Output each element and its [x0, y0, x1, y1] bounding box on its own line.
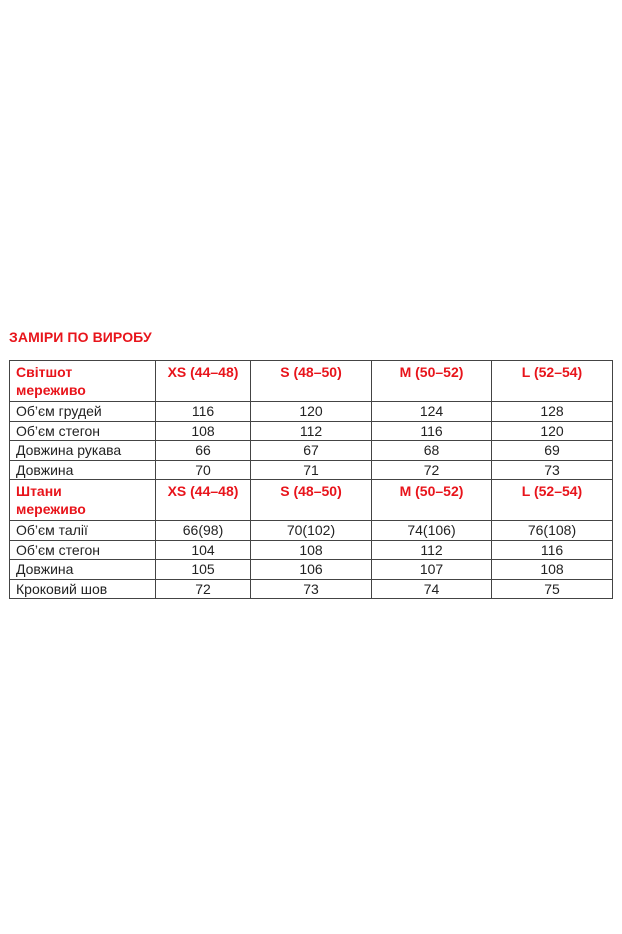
size-header: S (48–50): [250, 360, 372, 402]
product-name-line1: Світшот: [16, 364, 73, 380]
size-header: L (52–54): [491, 479, 613, 521]
measurement-value: 128: [491, 401, 613, 422]
measurement-value: 105: [155, 559, 251, 580]
measurement-value: 106: [250, 559, 372, 580]
measurement-value: 116: [371, 420, 492, 441]
size-header: M (50–52): [371, 360, 492, 402]
measurement-value: 120: [250, 401, 372, 422]
table-row: Об’єм стегон 104 108 112 116: [9, 539, 613, 560]
measurement-label: Довжина рукава: [9, 440, 156, 461]
product-name: Штани мереживо: [9, 479, 156, 521]
size-table: Світшот мереживо XS (44–48) S (48–50) M (50–…: [9, 360, 613, 599]
measurement-value: 69: [491, 440, 613, 461]
measurement-value: 108: [155, 420, 251, 441]
measurement-value: 75: [491, 578, 613, 599]
measurement-value: 112: [371, 539, 492, 560]
section-header-row: Штани мереживо XS (44–48) S (48–50) M (50–52…: [9, 479, 613, 521]
measurement-value: 67: [250, 440, 372, 461]
measurement-value: 76(108): [491, 520, 613, 541]
measurement-value: 66(98): [155, 520, 251, 541]
measurement-value: 68: [371, 440, 492, 461]
measurement-value: 120: [491, 420, 613, 441]
measurement-label: Об’єм стегон: [9, 420, 156, 441]
table-row: Об’єм талії 66(98) 70(102) 74(106) 76(108): [9, 520, 613, 541]
measurement-value: 108: [491, 559, 613, 580]
measurement-value: 124: [371, 401, 492, 422]
measurement-value: 73: [250, 578, 372, 599]
table-row: Кроковий шов 72 73 74 75: [9, 578, 613, 599]
measurement-value: 74: [371, 578, 492, 599]
product-name-line2: мереживо: [16, 501, 86, 517]
measurement-value: 116: [155, 401, 251, 422]
measurement-value: 73: [491, 459, 613, 480]
size-header: XS (44–48): [155, 360, 251, 402]
measurement-label: Кроковий шов: [9, 578, 156, 599]
measurement-value: 74(106): [371, 520, 492, 541]
measurement-value: 70(102): [250, 520, 372, 541]
measurement-label: Об’єм стегон: [9, 539, 156, 560]
size-header: S (48–50): [250, 479, 372, 521]
size-header: M (50–52): [371, 479, 492, 521]
section-header-row: Світшот мереживо XS (44–48) S (48–50) M (50–…: [9, 360, 613, 402]
table-row: Довжина рукава 66 67 68 69: [9, 440, 613, 461]
measurement-value: 104: [155, 539, 251, 560]
measurement-value: 66: [155, 440, 251, 461]
measurement-label: Об’єм грудей: [9, 401, 156, 422]
size-header: L (52–54): [491, 360, 613, 402]
measurement-value: 116: [491, 539, 613, 560]
measurement-value: 71: [250, 459, 372, 480]
measurement-value: 72: [371, 459, 492, 480]
measurement-value: 72: [155, 578, 251, 599]
table-row: Об’єм стегон 108 112 116 120: [9, 420, 613, 441]
measurement-value: 108: [250, 539, 372, 560]
measurement-label: Об’єм талії: [9, 520, 156, 541]
measurement-label: Довжина: [9, 459, 156, 480]
table-row: Довжина 70 71 72 73: [9, 459, 613, 480]
measurement-value: 112: [250, 420, 372, 441]
measurement-value: 107: [371, 559, 492, 580]
page-title: ЗАМІРИ ПО ВИРОБУ: [9, 329, 152, 345]
product-name-line1: Штани: [16, 483, 62, 499]
measurement-label: Довжина: [9, 559, 156, 580]
table-row: Об’єм грудей 116 120 124 128: [9, 401, 613, 422]
product-name-line2: мереживо: [16, 382, 86, 398]
size-header: XS (44–48): [155, 479, 251, 521]
product-name: Світшот мереживо: [9, 360, 156, 402]
measurement-value: 70: [155, 459, 251, 480]
table-row: Довжина 105 106 107 108: [9, 559, 613, 580]
